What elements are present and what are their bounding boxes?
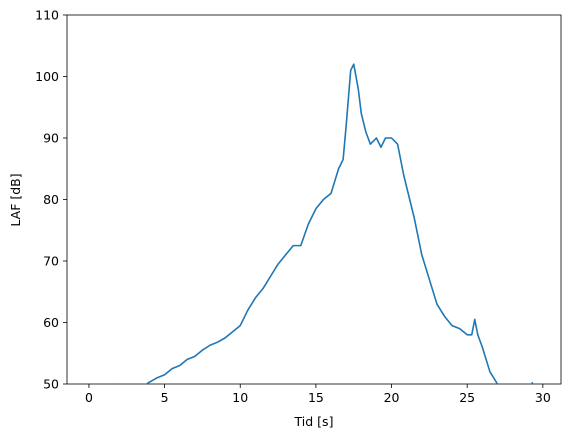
y-tick-label: 110 (35, 8, 59, 23)
y-tick-label: 90 (43, 131, 59, 146)
data-line (113, 63, 534, 384)
x-axis-label: Tid [s] (294, 414, 334, 429)
y-tick-label: 100 (35, 69, 59, 84)
x-tick-label: 0 (85, 390, 93, 405)
y-tick-label: 80 (43, 192, 59, 207)
x-tick-label: 30 (535, 390, 551, 405)
x-tick-label: 15 (308, 390, 324, 405)
y-tick-label: 50 (43, 377, 59, 392)
x-tick-label: 5 (161, 390, 169, 405)
x-tick-label: 10 (232, 390, 248, 405)
y-tick-label: 70 (43, 254, 59, 269)
y-axis-label: LAF [dB] (8, 173, 23, 226)
y-tick-label: 60 (43, 315, 59, 330)
x-tick-label: 20 (384, 390, 400, 405)
x-tick-label: 25 (459, 390, 475, 405)
plot-frame (66, 14, 562, 385)
